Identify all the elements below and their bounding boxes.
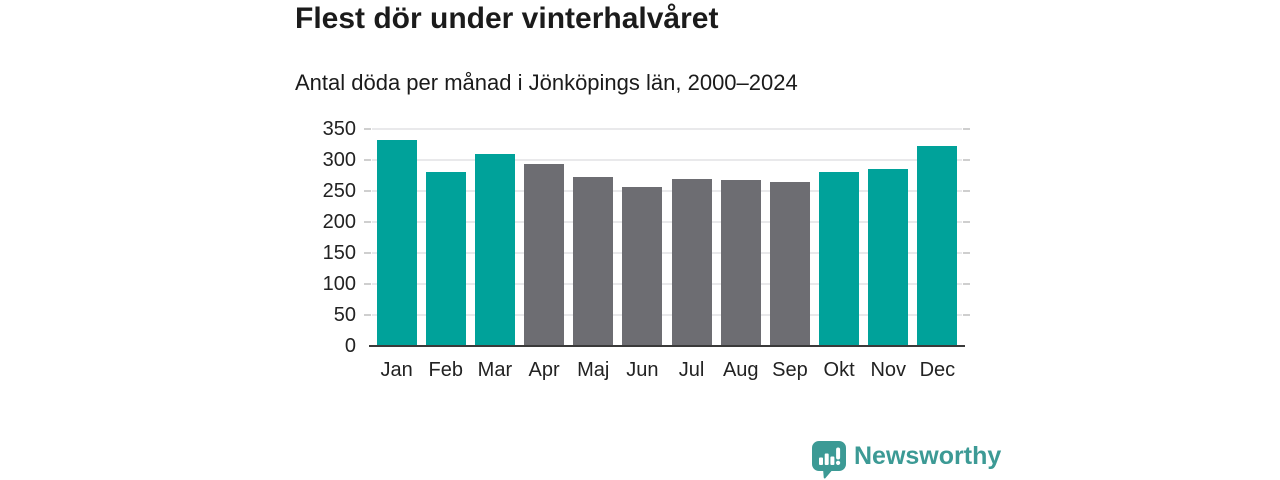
x-axis-labels: Jan Feb Mar Apr Maj Jun Jul Aug Sep Okt Nov Dec bbox=[372, 356, 962, 384]
y-tick-mark-left-50 bbox=[364, 314, 371, 316]
x-axis-label-jan: Jan bbox=[380, 359, 413, 381]
gridline-50 bbox=[372, 314, 962, 316]
bar-nov bbox=[868, 168, 909, 346]
gridline-100 bbox=[372, 283, 962, 285]
newsworthy-chart-bubble-icon bbox=[812, 441, 846, 479]
y-tick-mark-right-300 bbox=[963, 159, 970, 161]
bar-aug bbox=[720, 180, 761, 346]
y-tick-mark-right-150 bbox=[963, 252, 970, 254]
y-tick-mark-left-350 bbox=[364, 128, 371, 130]
x-axis-label-dec: Dec bbox=[919, 359, 956, 381]
y-tick-mark-right-250 bbox=[963, 190, 970, 192]
bar-mar bbox=[474, 153, 515, 346]
x-axis-label-jun: Jun bbox=[626, 359, 659, 381]
gridline-250 bbox=[372, 190, 962, 192]
x-axis-line bbox=[369, 344, 965, 347]
y-axis-label-0: 0 bbox=[344, 335, 356, 357]
gridline-350 bbox=[372, 128, 962, 130]
x-axis-label-nov: Nov bbox=[870, 359, 907, 381]
y-tick-mark-left-100 bbox=[364, 283, 371, 285]
x-axis-label-okt: Okt bbox=[823, 359, 855, 381]
plot-area bbox=[364, 128, 970, 347]
x-axis-label-aug: Aug bbox=[722, 359, 759, 381]
y-tick-mark-right-200 bbox=[963, 221, 970, 223]
gridline-200 bbox=[372, 221, 962, 223]
y-axis-labels: 0 50 100 150 200 250 300 350 bbox=[280, 118, 360, 357]
y-tick-mark-right-100 bbox=[963, 283, 970, 285]
x-axis-label-apr: Apr bbox=[528, 359, 560, 381]
y-axis-label-50: 50 bbox=[333, 304, 356, 326]
y-axis-label-100: 100 bbox=[322, 273, 356, 295]
gridline-150 bbox=[372, 252, 962, 254]
gridline-300 bbox=[372, 159, 962, 161]
y-axis-label-350: 350 bbox=[322, 118, 356, 140]
y-axis-label-200: 200 bbox=[322, 211, 356, 233]
bar-sep bbox=[769, 182, 810, 346]
bar-maj bbox=[573, 177, 614, 346]
x-axis-label-mar: Mar bbox=[477, 359, 513, 381]
x-axis-label-jul: Jul bbox=[678, 359, 705, 381]
y-tick-mark-right-50 bbox=[963, 314, 970, 316]
y-axis-label-300: 300 bbox=[322, 149, 356, 171]
brand-name: Newsworthy bbox=[854, 442, 1002, 470]
y-tick-mark-left-300 bbox=[364, 159, 371, 161]
x-axis-label-sep: Sep bbox=[772, 359, 808, 381]
x-axis-label-maj: Maj bbox=[577, 359, 610, 381]
chart-subtitle: Antal döda per månad i Jönköpings län, 2… bbox=[295, 70, 798, 95]
y-tick-mark-left-250 bbox=[364, 190, 371, 192]
bar-okt bbox=[819, 171, 860, 346]
bar-dec bbox=[917, 145, 958, 346]
y-axis-label-250: 250 bbox=[322, 180, 356, 202]
y-axis-label-150: 150 bbox=[322, 242, 356, 264]
bar-feb bbox=[425, 171, 466, 346]
y-tick-mark-left-150 bbox=[364, 252, 371, 254]
bar-jan bbox=[376, 140, 417, 346]
bar-jun bbox=[622, 186, 663, 346]
chart-title: Flest dör under vinterhalvåret bbox=[295, 2, 719, 35]
x-axis-label-feb: Feb bbox=[428, 359, 463, 381]
bar-apr bbox=[524, 164, 565, 346]
bar-jul bbox=[671, 179, 712, 346]
newsworthy-logo: Newsworthy bbox=[811, 440, 1001, 479]
y-tick-mark-right-350 bbox=[963, 128, 970, 130]
y-tick-mark-left-200 bbox=[364, 221, 371, 223]
